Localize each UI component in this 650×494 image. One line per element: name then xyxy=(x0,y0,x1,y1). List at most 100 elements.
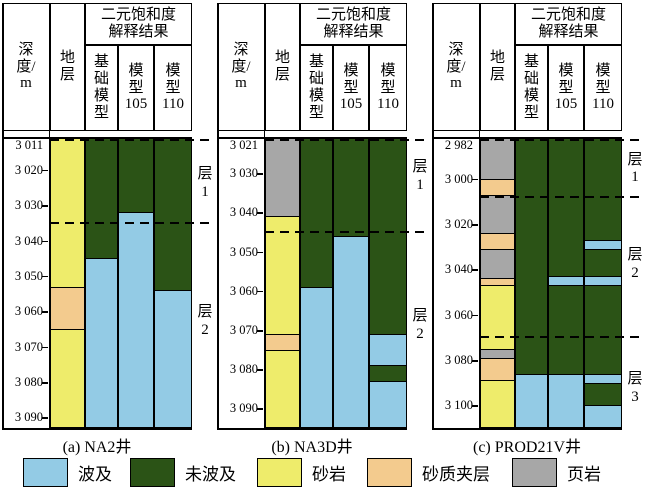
lithology-segment-sandstone xyxy=(481,285,514,350)
header-model-1: 基础模型 xyxy=(300,45,333,131)
saturation-segment-unswept xyxy=(370,365,406,382)
depth-tick-label: 3 050 xyxy=(229,244,258,259)
depth-tick-label: 3 030 xyxy=(14,198,43,213)
header-model-2: 模型 105 xyxy=(548,45,584,131)
lithology-segment-sandy_interbed xyxy=(481,278,514,287)
layer-boundary-line xyxy=(265,139,427,141)
axis-left-border xyxy=(432,3,434,429)
lithology-segment-shale xyxy=(481,194,514,235)
interpretation-column-模型110 xyxy=(154,138,192,428)
header-formation: 地层 xyxy=(50,3,85,131)
layer-boundary-line xyxy=(480,336,642,339)
depth-tick-mark xyxy=(42,205,48,207)
saturation-segment-unswept xyxy=(301,139,332,288)
legend-label-sandy_interbed: 砂质夹层 xyxy=(422,465,490,484)
lithology-segment-shale xyxy=(481,348,514,359)
depth-tick-label: 3 090 xyxy=(14,410,43,425)
depth-tick-label: 3 040 xyxy=(14,233,43,248)
header-formation: 地层 xyxy=(480,3,515,131)
depth-tick-mark xyxy=(257,330,263,332)
header-group: 二元饱和度 解释结果 xyxy=(515,3,622,45)
depth-tick-label: 3 040 xyxy=(444,262,473,277)
lithology-segment-sandstone xyxy=(266,349,299,427)
saturation-segment-unswept xyxy=(549,139,583,278)
saturation-segment-unswept xyxy=(549,285,583,375)
legend-swatch-sandstone xyxy=(257,458,302,487)
interpretation-column-模型110 xyxy=(369,138,407,428)
saturation-segment-swept xyxy=(86,258,117,427)
saturation-segment-swept xyxy=(155,290,191,427)
legend-label-shale: 页岩 xyxy=(567,465,601,484)
depth-tick-mark xyxy=(42,169,48,172)
interpretation-column-基础模型 xyxy=(515,138,548,428)
depth-tick-mark xyxy=(257,173,263,175)
saturation-segment-unswept xyxy=(585,249,621,278)
legend-swatch-unswept xyxy=(130,458,175,487)
layer-boundary-line xyxy=(480,139,642,141)
legend-label-sandstone: 砂岩 xyxy=(312,465,346,484)
header-depth: 深度/m xyxy=(432,3,480,131)
saturation-segment-swept xyxy=(585,239,621,251)
saturation-segment-swept xyxy=(301,286,332,427)
lithology-segment-shale xyxy=(266,139,299,218)
panel-caption: (a) NA2井 xyxy=(62,439,132,456)
axis-right-border xyxy=(478,3,480,429)
panel-caption: (b) NA3D井 xyxy=(271,439,353,456)
depth-tick-mark xyxy=(42,240,48,243)
lithology-segment-sandy_interbed xyxy=(51,286,84,330)
header-formation: 地层 xyxy=(265,3,300,131)
depth-tick-label: 3 021 xyxy=(229,138,258,152)
lithology-column xyxy=(480,138,515,428)
axis-left-border xyxy=(217,3,219,429)
lithology-segment-shale xyxy=(481,249,514,280)
layer-boundary-line xyxy=(265,231,427,234)
axis-left-border xyxy=(2,3,4,429)
header-model-3: 模型 110 xyxy=(584,45,622,131)
body-top-border xyxy=(2,137,192,139)
depth-tick-mark xyxy=(472,405,478,407)
interpretation-column-模型105 xyxy=(118,138,154,428)
depth-tick-label: 3 080 xyxy=(444,353,473,368)
lithology-segment-sandy_interbed xyxy=(481,357,514,382)
lithology-segment-sandstone xyxy=(51,328,84,427)
saturation-segment-swept xyxy=(370,380,406,427)
depth-tick-label: 3 060 xyxy=(444,307,473,322)
legend-swatch-sandy_interbed xyxy=(367,458,412,487)
legend-label-unswept: 未波及 xyxy=(185,465,236,484)
header-model-1: 基础模型 xyxy=(85,45,118,131)
depth-tick-mark xyxy=(42,275,48,278)
depth-tick-label: 3 080 xyxy=(229,362,258,377)
saturation-segment-swept xyxy=(585,405,621,427)
depth-tick-label: 3 070 xyxy=(229,323,258,338)
well-panel-PROD21V井: 深度/m 地层二元饱和度 解释结果基础模型模型 105 模型 110 2 982 3 000 3… xyxy=(432,0,646,494)
depth-tick-mark xyxy=(257,369,263,371)
interpretation-column-基础模型 xyxy=(300,138,333,428)
saturation-segment-swept xyxy=(585,373,621,384)
legend-label-swept: 波及 xyxy=(78,465,112,484)
lithology-segment-sandstone xyxy=(266,216,299,335)
panel-caption: (c) PROD21V井 xyxy=(473,439,581,456)
lithology-segment-sandy_interbed xyxy=(481,178,514,196)
depth-tick-mark xyxy=(257,408,263,410)
lithology-segment-sandy_interbed xyxy=(266,333,299,351)
depth-tick-label: 3 100 xyxy=(444,398,473,413)
depth-tick-label: 3 000 xyxy=(444,171,473,186)
header-model-1: 基础模型 xyxy=(515,45,548,131)
legend-item-sandy_interbed: 砂质夹层 xyxy=(367,458,490,487)
header-group: 二元饱和度 解释结果 xyxy=(85,3,192,45)
saturation-segment-swept xyxy=(119,212,153,427)
legend-swatch-swept xyxy=(23,458,68,487)
well-panel-NA2井: 深度/m 地层二元饱和度 解释结果基础模型模型 105 模型 110 3 011 3 020 3… xyxy=(2,0,216,494)
body-bottom-border xyxy=(217,428,407,430)
depth-tick-label: 3 040 xyxy=(229,205,258,220)
layer-boundary-line xyxy=(480,195,642,198)
depth-tick-mark xyxy=(472,314,478,317)
interpretation-column-基础模型 xyxy=(85,138,118,428)
